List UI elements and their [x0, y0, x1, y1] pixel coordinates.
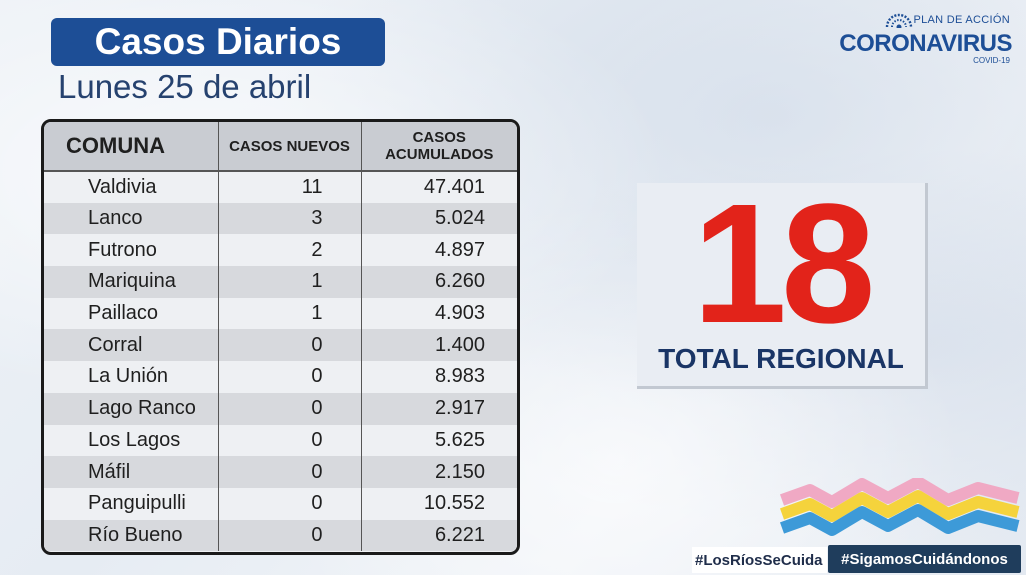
table-row: Lanco 3 5.024 [44, 202, 517, 235]
cell-comuna: Panguipulli [44, 487, 219, 520]
cell-acumulados: 6.260 [361, 266, 517, 298]
cell-comuna: Lago Ranco [44, 392, 219, 425]
total-regional-box: 18 TOTAL REGIONAL [637, 169, 928, 389]
cell-nuevos: 0 [218, 519, 362, 552]
cell-nuevos: 0 [218, 361, 362, 393]
header-casos-nuevos: CASOS NUEVOS [218, 122, 362, 172]
header-comuna: COMUNA [44, 122, 219, 172]
cell-acumulados: 10.552 [361, 487, 517, 520]
cell-nuevos: 0 [218, 392, 362, 425]
cell-comuna: Paillaco [44, 297, 219, 330]
rainbow-wave-graphic [780, 478, 1020, 536]
table-row: Futrono 2 4.897 [44, 234, 517, 267]
cell-comuna: La Unión [44, 361, 219, 393]
header-acumulados-line2: ACUMULADOS [385, 146, 494, 163]
table-row: Máfil 0 2.150 [44, 456, 517, 488]
table-row: La Unión 0 8.983 [44, 361, 517, 393]
table-row: Los Lagos 0 5.625 [44, 424, 517, 457]
page-title: Casos Diarios [51, 18, 385, 66]
total-number: 18 [692, 169, 875, 359]
total-label: TOTAL REGIONAL [658, 343, 904, 374]
cell-acumulados: 2.150 [361, 456, 517, 488]
header-casos-acumulados: CASOS ACUMULADOS [361, 122, 517, 172]
cell-acumulados: 4.897 [361, 234, 517, 267]
table-row: Río Bueno 0 6.221 [44, 519, 517, 552]
cell-comuna: Los Lagos [44, 424, 219, 457]
table-body: Valdivia 11 47.401 Lanco 3 5.024 Futrono 2 4.897… [44, 171, 517, 552]
logo-covid-text: COVID-19 [973, 56, 1010, 65]
cell-nuevos: 3 [218, 202, 362, 235]
cell-comuna: Lanco [44, 202, 219, 235]
page-title-text: Casos Diarios [94, 21, 342, 62]
table-row: Paillaco 1 4.903 [44, 297, 517, 330]
sun-arc-icon [885, 13, 913, 28]
cell-nuevos: 0 [218, 487, 362, 520]
cell-nuevos: 1 [218, 266, 362, 298]
cell-acumulados: 5.024 [361, 202, 517, 235]
logo-plan-text: PLAN DE ACCIÓN [913, 14, 1010, 26]
logo-main-text: CORONAVIRUS [839, 30, 1012, 57]
header-acumulados-line1: CASOS [412, 129, 466, 146]
cell-acumulados: 6.221 [361, 519, 517, 552]
cell-comuna: Mariquina [44, 266, 219, 298]
table-row: Valdivia 11 47.401 [44, 171, 517, 203]
cell-comuna: Corral [44, 329, 219, 362]
hashtag-los-rios: #LosRíosSeCuida [692, 547, 827, 573]
cell-nuevos: 0 [218, 456, 362, 488]
cell-acumulados: 2.917 [361, 392, 517, 425]
table-row: Panguipulli 0 10.552 [44, 487, 517, 520]
cell-nuevos: 2 [218, 234, 362, 267]
cell-acumulados: 1.400 [361, 329, 517, 362]
cell-nuevos: 11 [218, 171, 362, 203]
table-row: Lago Ranco 0 2.917 [44, 392, 517, 425]
date-subtitle: Lunes 25 de abril [58, 68, 312, 105]
cell-nuevos: 0 [218, 424, 362, 457]
cell-nuevos: 1 [218, 297, 362, 330]
table-header-row: COMUNA CASOS NUEVOS CASOS ACUMULADOS [44, 122, 517, 172]
cell-comuna: Valdivia [44, 171, 219, 203]
cell-comuna: Futrono [44, 234, 219, 267]
cell-acumulados: 8.983 [361, 361, 517, 393]
cases-table: COMUNA CASOS NUEVOS CASOS ACUMULADOS Val… [41, 119, 520, 555]
cell-nuevos: 0 [218, 329, 362, 362]
table-row: Mariquina 1 6.260 [44, 266, 517, 298]
hashtag-sigamos: #SigamosCuidándonos [828, 545, 1021, 573]
cell-acumulados: 4.903 [361, 297, 517, 330]
coronavirus-logo: PLAN DE ACCIÓN CORONAVIRUS COVID-19 [832, 10, 1012, 70]
cell-acumulados: 47.401 [361, 171, 517, 203]
cell-comuna: Máfil [44, 456, 219, 488]
table-row: Corral 0 1.400 [44, 329, 517, 362]
cell-comuna: Río Bueno [44, 519, 219, 552]
cell-acumulados: 5.625 [361, 424, 517, 457]
